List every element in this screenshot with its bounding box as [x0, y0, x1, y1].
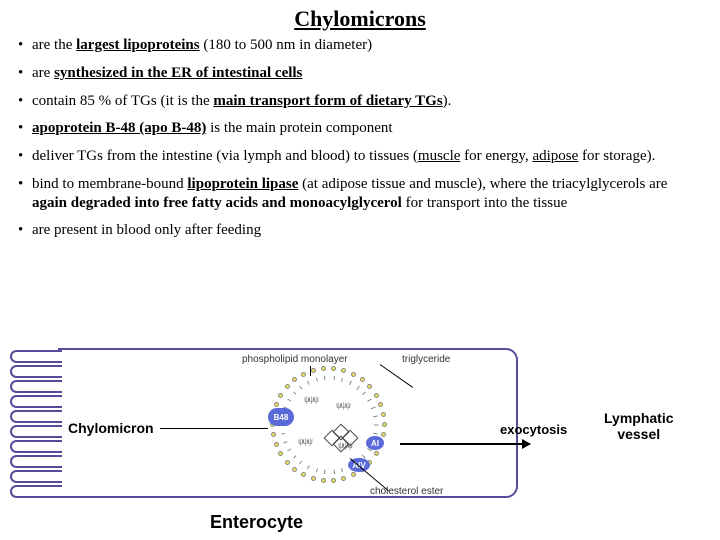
- bullet-7: are present in blood only after feeding: [18, 221, 702, 240]
- text-u: adipose: [532, 148, 578, 164]
- microvillus: [10, 395, 62, 408]
- microvillus: [10, 410, 62, 423]
- text-u: muscle: [418, 148, 461, 164]
- text: ).: [443, 93, 452, 109]
- lymphatic-vessel-label: Lymphatic vessel: [604, 410, 674, 442]
- chylomicron-label: Chylomicron: [68, 420, 154, 436]
- bullet-2: are synthesized in the ER of intestinal …: [18, 64, 702, 83]
- text: vessel: [617, 426, 660, 442]
- bullet-list: are the largest lipoproteins (180 to 500…: [0, 36, 720, 240]
- text: bind to membrane-bound: [32, 176, 187, 192]
- text: is the main protein component: [206, 120, 392, 136]
- bullet-1: are the largest lipoproteins (180 to 500…: [18, 36, 702, 55]
- text: for transport into the tissue: [402, 195, 567, 211]
- microvillus: [10, 425, 62, 438]
- text: (180 to 500 nm in diameter): [200, 37, 372, 53]
- chylomicron-particle: ψψψ ψψψ ψψψ ψψψ B48 AI AIV: [270, 366, 388, 484]
- text: deliver TGs from the intestine (via lymp…: [32, 148, 418, 164]
- text: for energy,: [460, 148, 532, 164]
- text-bold: lipoprotein lipase: [187, 176, 298, 192]
- phospholipid-label: phospholipid monolayer: [242, 354, 348, 365]
- text: Lymphatic: [604, 410, 674, 426]
- microvillus: [10, 380, 62, 393]
- cholesterol-ester-icon: [326, 424, 360, 454]
- enterocyte-label: Enterocyte: [210, 512, 303, 533]
- apo-ai: AI: [366, 436, 384, 450]
- text: for storage).: [578, 148, 655, 164]
- lipid-core: ψψψ ψψψ ψψψ ψψψ: [284, 380, 374, 470]
- microvillus: [10, 470, 62, 483]
- text: contain 85 % of TGs (it is the: [32, 93, 213, 109]
- text-bold: synthesized in the ER of intestinal cell…: [54, 65, 302, 81]
- microvillus: [10, 365, 62, 378]
- tg-icon: ψψψ: [336, 400, 350, 410]
- bullet-5: deliver TGs from the intestine (via lymp…: [18, 147, 702, 166]
- microvillus: [10, 440, 62, 453]
- text-bold: apoprotein B-48 (apo B-48): [32, 120, 206, 136]
- text: (at adipose tissue and muscle), where th…: [298, 176, 667, 192]
- text: are: [32, 65, 54, 81]
- tg-icon: ψψψ: [304, 394, 318, 404]
- cholesterol-label: cholesterol ester: [370, 486, 443, 497]
- exocytosis-label: exocytosis: [500, 422, 567, 437]
- text: are the: [32, 37, 76, 53]
- triglyceride-label: triglyceride: [402, 354, 450, 365]
- apo-b48: B48: [268, 408, 294, 426]
- bullet-3: contain 85 % of TGs (it is the main tran…: [18, 92, 702, 111]
- bullet-6: bind to membrane-bound lipoprotein lipas…: [18, 175, 702, 213]
- text-bold: again degraded into free fatty acids and…: [32, 195, 402, 211]
- tg-icon: ψψψ: [298, 436, 312, 446]
- diagram: Chylomicron ψψψ ψψψ ψψψ ψψψ B48 AI AIV p…: [10, 340, 710, 538]
- microvillus: [10, 455, 62, 468]
- enterocyte-cell: Chylomicron ψψψ ψψψ ψψψ ψψψ B48 AI AIV p…: [10, 348, 520, 498]
- microvillus: [10, 350, 62, 363]
- page-title: Chylomicrons: [0, 0, 720, 36]
- bullet-4: apoprotein B-48 (apo B-48) is the main p…: [18, 119, 702, 138]
- text-bold: main transport form of dietary TGs: [213, 93, 442, 109]
- exocytosis-arrow: [400, 443, 530, 445]
- text-bold: largest lipoproteins: [76, 37, 199, 53]
- microvillus: [10, 485, 62, 498]
